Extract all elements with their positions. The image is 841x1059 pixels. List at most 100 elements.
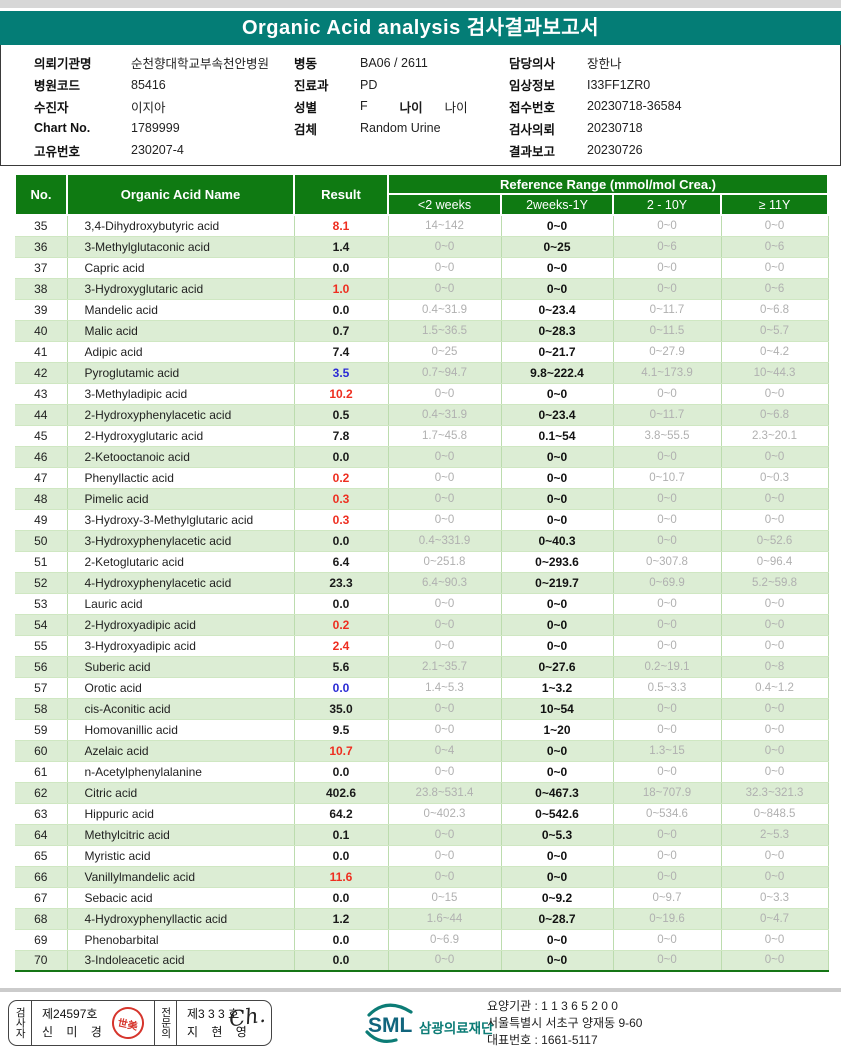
cell-ref-range: 0~402.3 <box>388 803 502 825</box>
cell-ref-range: 0~0 <box>613 215 722 237</box>
info-value: BA06 / 2611 <box>360 55 428 70</box>
cell-ref-range: 0~0 <box>501 215 614 237</box>
cell-ref-range: 0~534.6 <box>613 803 722 825</box>
top-gray-strip <box>0 0 841 8</box>
cell-result: 0.0 <box>294 593 389 615</box>
specialist-cell: 제3 3 3 호 지 현 영 Ch. <box>177 1001 271 1045</box>
cell-ref-range: 0~0 <box>388 236 502 258</box>
cell-no: 51 <box>15 551 68 573</box>
cell-no: 65 <box>15 845 68 867</box>
cell-no: 38 <box>15 278 68 300</box>
cell-ref-range: 0~0 <box>721 446 829 468</box>
cell-acid-name: 2-Ketooctanoic acid <box>67 446 295 468</box>
cell-ref-range: 0~8 <box>721 656 829 678</box>
info-label: 검체 <box>294 122 318 137</box>
table-row: 52 4-Hydroxyphenylacetic acid 23.3 6.4~90.3… <box>15 572 829 594</box>
table-body: 35 3,4-Dihydroxybutyric acid 8.1 14~142 0~0 0… <box>15 215 829 972</box>
cell-ref-range: 0~0 <box>501 845 614 867</box>
cell-acid-name: Pimelic acid <box>67 488 295 510</box>
specialist-role-label: 전문의 <box>154 1001 177 1045</box>
cell-ref-range: 0~467.3 <box>501 782 614 804</box>
cell-no: 40 <box>15 320 68 342</box>
cell-result: 0.0 <box>294 761 389 783</box>
cell-ref-range: 0.4~1.2 <box>721 677 829 699</box>
table-row: 66 Vanillylmandelic acid 11.6 0~0 0~0 0~0 0~0 <box>15 866 829 888</box>
table-row: 45 2-Hydroxyglutaric acid 7.8 1.7~45.8 0.1~5… <box>15 425 829 447</box>
table-row: 68 4-Hydroxyphenyllactic acid 1.2 1.6~44 0~2… <box>15 908 829 930</box>
cell-ref-range: 0~6 <box>613 236 722 258</box>
seal-text: 世美 <box>116 1017 139 1033</box>
lab-brand: SML 삼광의료재단 <box>363 999 494 1045</box>
cell-result: 6.4 <box>294 551 389 573</box>
cell-result: 0.3 <box>294 509 389 531</box>
cell-ref-range: 0~27.9 <box>613 341 722 363</box>
cell-result: 7.8 <box>294 425 389 447</box>
cell-ref-range: 0~0 <box>388 257 502 279</box>
cell-ref-range: 0~0 <box>721 488 829 510</box>
cell-ref-range: 0~10.7 <box>613 467 722 489</box>
cell-ref-range: 18~707.9 <box>613 782 722 804</box>
cell-ref-range: 0~6 <box>721 236 829 258</box>
table-row: 62 Citric acid 402.6 23.8~531.4 0~467.3 18~70… <box>15 782 829 804</box>
info-label: 성별 <box>294 100 318 115</box>
info-row: 성별 F 나이 나이 <box>294 96 468 118</box>
cell-acid-name: 3-Hydroxyadipic acid <box>67 635 295 657</box>
inspector-cell: 제24597호 신 미 경 世美 <box>32 1001 154 1045</box>
cell-ref-range: 0~0 <box>388 488 502 510</box>
cell-no: 48 <box>15 488 68 510</box>
cell-result: 0.0 <box>294 446 389 468</box>
info-row: 검체 Random Urine <box>294 117 468 139</box>
cell-ref-range: 0~0 <box>613 383 722 405</box>
cell-result: 0.5 <box>294 404 389 426</box>
cell-ref-range: 0~69.9 <box>613 572 722 594</box>
cell-ref-range: 0~0 <box>388 446 502 468</box>
info-value: F <box>360 99 368 114</box>
cell-acid-name: Malic acid <box>67 320 295 342</box>
cell-ref-range: 0~0 <box>721 593 829 615</box>
cell-result: 0.0 <box>294 299 389 321</box>
cell-acid-name: 4-Hydroxyphenylacetic acid <box>67 572 295 594</box>
cell-ref-range: 0~28.7 <box>501 908 614 930</box>
patient-info-col1: 의뢰기관명 순천향대학교부속천안병원 병원코드 85416 수진자 이지아 Chart No… <box>34 52 269 161</box>
col-header-ref-11y: ≥ 11Y <box>719 193 830 216</box>
cell-result: 7.4 <box>294 341 389 363</box>
cell-ref-range: 0~0 <box>613 509 722 531</box>
cell-acid-name: Citric acid <box>67 782 295 804</box>
cell-ref-range: 0~11.5 <box>613 320 722 342</box>
cell-ref-range: 0~0 <box>613 698 722 720</box>
cell-acid-name: Lauric acid <box>67 593 295 615</box>
cell-ref-range: 0~219.7 <box>501 572 614 594</box>
cell-result: 11.6 <box>294 866 389 888</box>
info-row: 고유번호 230207-4 <box>34 139 269 161</box>
cell-ref-range: 0~0 <box>388 866 502 888</box>
cell-no: 47 <box>15 467 68 489</box>
info-label: 병동 <box>294 57 318 72</box>
cell-ref-range: 0~0 <box>501 278 614 300</box>
cell-ref-range: 0~25 <box>501 236 614 258</box>
cell-result: 0.0 <box>294 677 389 699</box>
org-line-phone: 대표번호 : 1661-5117 <box>487 1033 598 1047</box>
info-row: 병원코드 85416 <box>34 74 269 96</box>
cell-acid-name: 3,4-Dihydroxybutyric acid <box>67 215 295 237</box>
cell-no: 62 <box>15 782 68 804</box>
table-row: 50 3-Hydroxyphenylacetic acid 0.0 0.4~331.9… <box>15 530 829 552</box>
cell-no: 36 <box>15 236 68 258</box>
cell-no: 49 <box>15 509 68 531</box>
cell-ref-range: 2~5.3 <box>721 824 829 846</box>
cell-no: 57 <box>15 677 68 699</box>
cell-ref-range: 0~23.4 <box>501 404 614 426</box>
cell-ref-range: 0~0 <box>613 593 722 615</box>
cell-ref-range: 0~0 <box>388 509 502 531</box>
cell-result: 0.3 <box>294 488 389 510</box>
cell-no: 67 <box>15 887 68 909</box>
info-row: 수진자 이지아 <box>34 96 269 118</box>
cell-ref-range: 0~9.7 <box>613 887 722 909</box>
table-row: 55 3-Hydroxyadipic acid 2.4 0~0 0~0 0~0 0~0 <box>15 635 829 657</box>
cell-ref-range: 0~52.6 <box>721 530 829 552</box>
table-row: 61 n-Acetylphenylalanine 0.0 0~0 0~0 0~0 0~0 <box>15 761 829 783</box>
cell-acid-name: 3-Hydroxyglutaric acid <box>67 278 295 300</box>
cell-ref-range: 0~0 <box>501 740 614 762</box>
cell-result: 0.2 <box>294 467 389 489</box>
cell-ref-range: 0~0 <box>388 761 502 783</box>
cell-acid-name: Suberic acid <box>67 656 295 678</box>
